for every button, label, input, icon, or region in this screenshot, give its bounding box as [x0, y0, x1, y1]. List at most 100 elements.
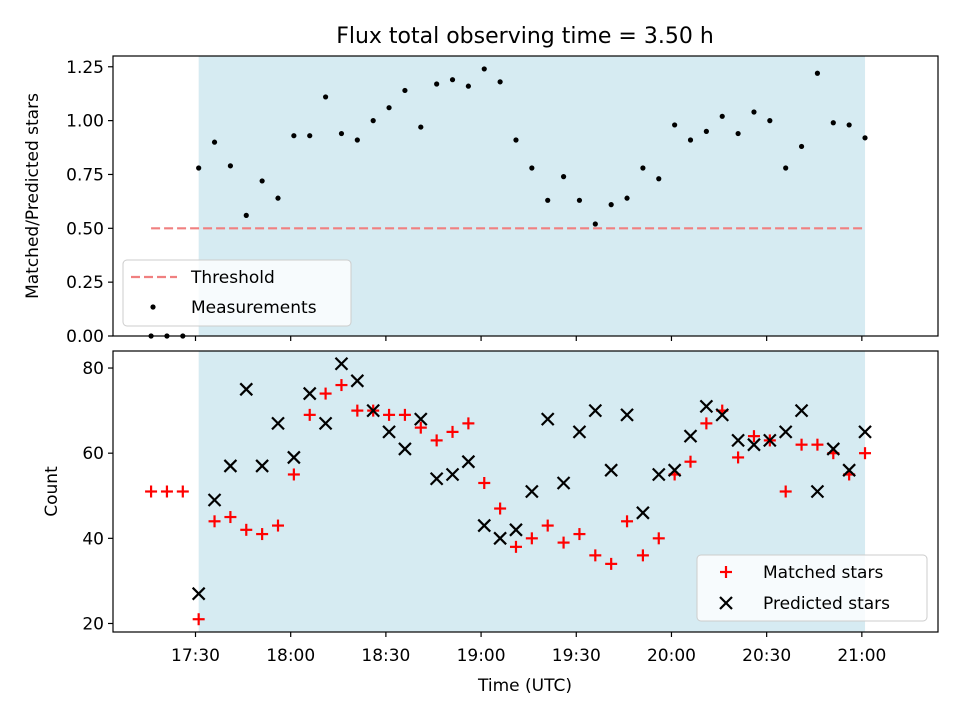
measurement-point [259, 178, 265, 184]
x-tick-label: 20:30 [742, 646, 791, 666]
matched-star-point [256, 528, 269, 541]
y-tick-label: 0.25 [66, 273, 104, 293]
matched-star-point [747, 430, 760, 443]
matched-star-point [732, 451, 745, 464]
measurement-point [418, 124, 424, 130]
measurement-point [243, 212, 249, 218]
measurement-point [322, 94, 329, 100]
top-panel: 0.00 0.25 0.50 0.75 1.00 1.25 Matched/Predict… [23, 55, 939, 347]
matched-star-point [160, 485, 173, 498]
measurement-point [656, 176, 662, 182]
matched-star-point [287, 468, 300, 481]
y-tick-label: 1.25 [66, 58, 104, 78]
bottom-plot-frame [112, 350, 939, 633]
y-tick-label: 0.75 [66, 165, 104, 185]
measurement-point [545, 197, 551, 203]
measurement-point [402, 87, 408, 94]
bottom-y-axis-label: Count [42, 466, 62, 517]
predicted-star-point [667, 463, 682, 477]
matched-star-point [240, 523, 253, 536]
matched-star-point [272, 519, 284, 532]
predicted-star-point [810, 484, 825, 499]
matched-star-point [811, 438, 824, 451]
measurement-point [783, 165, 789, 171]
measurement-point [640, 165, 646, 171]
measurement-point [196, 165, 202, 171]
x-tick-label: 21:00 [837, 646, 886, 666]
y-tick-label: 1.00 [66, 112, 104, 132]
measurement-point [703, 128, 709, 134]
legend-measurements-swatch [150, 304, 156, 310]
measurement-point [291, 133, 297, 139]
measurement-point [307, 133, 313, 139]
matched-star-point [636, 549, 649, 562]
measurement-point [370, 118, 376, 124]
matched-star-point [176, 485, 189, 498]
matched-stars-series [145, 379, 872, 626]
measurement-point [672, 122, 678, 128]
matched-star-point [383, 408, 396, 421]
top-plot-frame [112, 55, 939, 337]
predicted-star-point [715, 408, 730, 422]
predicted-star-point [525, 484, 539, 499]
measurement-point [481, 66, 487, 72]
measurement-point [735, 130, 741, 137]
matched-star-point [525, 532, 538, 545]
predicted-star-point [604, 463, 618, 477]
measurement-point [624, 195, 630, 201]
predicted-star-point [731, 433, 745, 448]
measurement-point [211, 139, 218, 145]
x-tick-label: 18:30 [361, 646, 410, 666]
matched-star-point [795, 438, 808, 451]
x-tick-label: 20:00 [647, 646, 696, 666]
measurement-point [513, 137, 519, 143]
matched-star-point [652, 532, 665, 545]
bottom-legend: Matched stars Predicted stars [696, 554, 928, 622]
x-axis-label: Time (UTC) [477, 676, 572, 696]
x-tick-label: 19:30 [552, 646, 601, 666]
predicted-star-point [239, 382, 254, 397]
matched-star-point [462, 417, 475, 430]
matched-star-point [398, 408, 411, 421]
predicted-star-point [540, 412, 555, 426]
predicted-star-point [588, 403, 603, 418]
predicted-star-point [350, 374, 365, 388]
x-tick-label: 18:00 [266, 646, 315, 666]
predicted-star-point [382, 425, 396, 439]
matched-star-point [541, 519, 554, 532]
predicted-star-point [493, 531, 507, 546]
predicted-star-point [556, 476, 571, 490]
measurement-point [449, 77, 456, 83]
measurement-point [465, 83, 471, 89]
legend-predicted-label: Predicted stars [763, 594, 890, 614]
measurement-point [497, 79, 503, 85]
y-tick-label: 0.50 [66, 219, 104, 239]
legend-matched-label: Matched stars [763, 563, 883, 583]
matched-star-point [224, 511, 237, 524]
predicted-star-point [255, 459, 269, 473]
y-tick-label: 60 [82, 444, 104, 464]
legend-box [122, 259, 352, 327]
measurement-point [814, 70, 821, 76]
matched-star-point [779, 485, 792, 498]
measurement-point [275, 195, 281, 201]
matched-star-point [145, 485, 158, 498]
matched-star-point [557, 536, 570, 549]
matched-star-point [494, 502, 507, 515]
measurement-point [751, 109, 757, 115]
predicted-star-point [429, 471, 444, 486]
measurement-point [830, 120, 836, 126]
predicted-star-point [699, 399, 714, 414]
predicted-star-point [477, 518, 492, 533]
y-tick-label: 80 [82, 359, 104, 379]
predicted-star-point [858, 425, 872, 439]
measurement-point [338, 130, 345, 137]
predicted-star-point [414, 412, 428, 426]
predicted-star-point [636, 506, 650, 520]
matched-star-point [208, 515, 221, 528]
measurement-point [529, 165, 535, 171]
bottom-y-axis: 20 40 60 80 [82, 359, 113, 634]
predicted-star-point [398, 442, 412, 456]
matched-star-point [319, 387, 332, 400]
measurement-point [560, 174, 567, 180]
